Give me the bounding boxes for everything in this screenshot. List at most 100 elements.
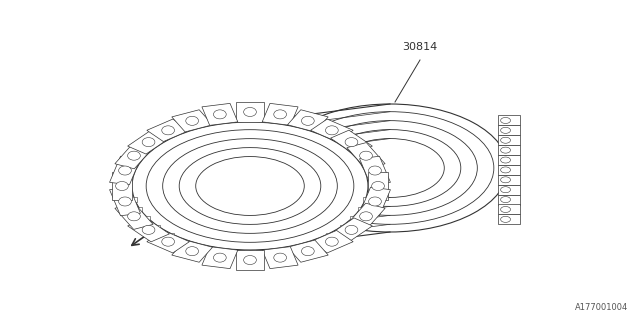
Polygon shape: [287, 240, 328, 262]
Bar: [350, 216, 357, 221]
Ellipse shape: [500, 216, 511, 222]
Polygon shape: [127, 130, 170, 154]
Ellipse shape: [272, 104, 508, 232]
Bar: [154, 225, 161, 230]
FancyBboxPatch shape: [498, 195, 520, 204]
Bar: [199, 244, 206, 250]
Text: 30814: 30814: [403, 42, 438, 52]
Ellipse shape: [500, 196, 511, 203]
Polygon shape: [202, 103, 238, 125]
Ellipse shape: [369, 197, 381, 206]
Bar: [256, 250, 263, 255]
Bar: [218, 248, 225, 253]
Ellipse shape: [118, 197, 131, 206]
Ellipse shape: [162, 237, 175, 246]
FancyBboxPatch shape: [498, 125, 520, 135]
Bar: [135, 207, 142, 212]
Polygon shape: [236, 250, 264, 270]
Ellipse shape: [142, 225, 155, 234]
Polygon shape: [115, 143, 153, 169]
Polygon shape: [127, 218, 170, 242]
Ellipse shape: [127, 151, 140, 160]
Polygon shape: [147, 230, 189, 253]
Bar: [363, 196, 370, 202]
FancyBboxPatch shape: [498, 155, 520, 165]
Ellipse shape: [360, 212, 372, 221]
Ellipse shape: [301, 116, 314, 125]
Ellipse shape: [500, 127, 511, 133]
FancyBboxPatch shape: [498, 185, 520, 195]
Polygon shape: [310, 230, 353, 253]
Polygon shape: [347, 143, 385, 169]
Polygon shape: [262, 247, 298, 268]
Ellipse shape: [360, 151, 372, 160]
Polygon shape: [147, 119, 189, 141]
FancyBboxPatch shape: [498, 175, 520, 185]
Polygon shape: [112, 172, 132, 200]
Polygon shape: [368, 172, 388, 200]
Ellipse shape: [500, 117, 511, 124]
Ellipse shape: [214, 110, 226, 119]
Bar: [340, 225, 347, 230]
Polygon shape: [310, 119, 353, 141]
Ellipse shape: [244, 255, 257, 265]
Ellipse shape: [345, 225, 358, 234]
Ellipse shape: [345, 138, 358, 147]
FancyBboxPatch shape: [498, 204, 520, 214]
Ellipse shape: [326, 126, 338, 135]
Ellipse shape: [500, 177, 511, 183]
Bar: [326, 233, 333, 238]
Ellipse shape: [142, 138, 155, 147]
Ellipse shape: [186, 247, 198, 256]
FancyBboxPatch shape: [498, 145, 520, 155]
Ellipse shape: [132, 122, 368, 250]
Polygon shape: [172, 240, 212, 262]
Ellipse shape: [369, 166, 381, 175]
Bar: [130, 196, 137, 202]
FancyBboxPatch shape: [498, 165, 520, 175]
Bar: [166, 233, 173, 238]
Bar: [294, 244, 301, 250]
Polygon shape: [236, 102, 264, 122]
Bar: [143, 216, 150, 221]
Ellipse shape: [500, 137, 511, 143]
Polygon shape: [330, 218, 372, 242]
Bar: [237, 250, 244, 255]
Ellipse shape: [500, 167, 511, 173]
Text: A177001004: A177001004: [575, 303, 628, 312]
Ellipse shape: [127, 212, 140, 221]
Bar: [358, 207, 365, 212]
Ellipse shape: [500, 147, 511, 153]
Polygon shape: [360, 187, 390, 216]
Ellipse shape: [118, 166, 131, 175]
Polygon shape: [109, 187, 140, 216]
Ellipse shape: [274, 253, 287, 262]
Polygon shape: [347, 203, 385, 229]
Ellipse shape: [186, 116, 198, 125]
Polygon shape: [115, 203, 153, 229]
Polygon shape: [262, 103, 298, 125]
FancyBboxPatch shape: [498, 214, 520, 224]
Polygon shape: [360, 156, 390, 185]
Ellipse shape: [116, 181, 129, 190]
Polygon shape: [202, 247, 238, 268]
Ellipse shape: [500, 187, 511, 193]
Ellipse shape: [326, 237, 338, 246]
Polygon shape: [172, 110, 212, 132]
Bar: [311, 240, 318, 244]
Ellipse shape: [301, 247, 314, 256]
Text: FRONT: FRONT: [173, 188, 209, 212]
Ellipse shape: [244, 108, 257, 116]
Ellipse shape: [372, 181, 385, 190]
Ellipse shape: [500, 157, 511, 163]
Polygon shape: [109, 156, 140, 185]
Polygon shape: [330, 130, 372, 154]
Ellipse shape: [500, 206, 511, 212]
Ellipse shape: [214, 253, 226, 262]
Ellipse shape: [274, 110, 287, 119]
Bar: [182, 240, 189, 244]
Polygon shape: [287, 110, 328, 132]
FancyBboxPatch shape: [498, 135, 520, 145]
Bar: [275, 248, 282, 253]
FancyBboxPatch shape: [498, 116, 520, 125]
